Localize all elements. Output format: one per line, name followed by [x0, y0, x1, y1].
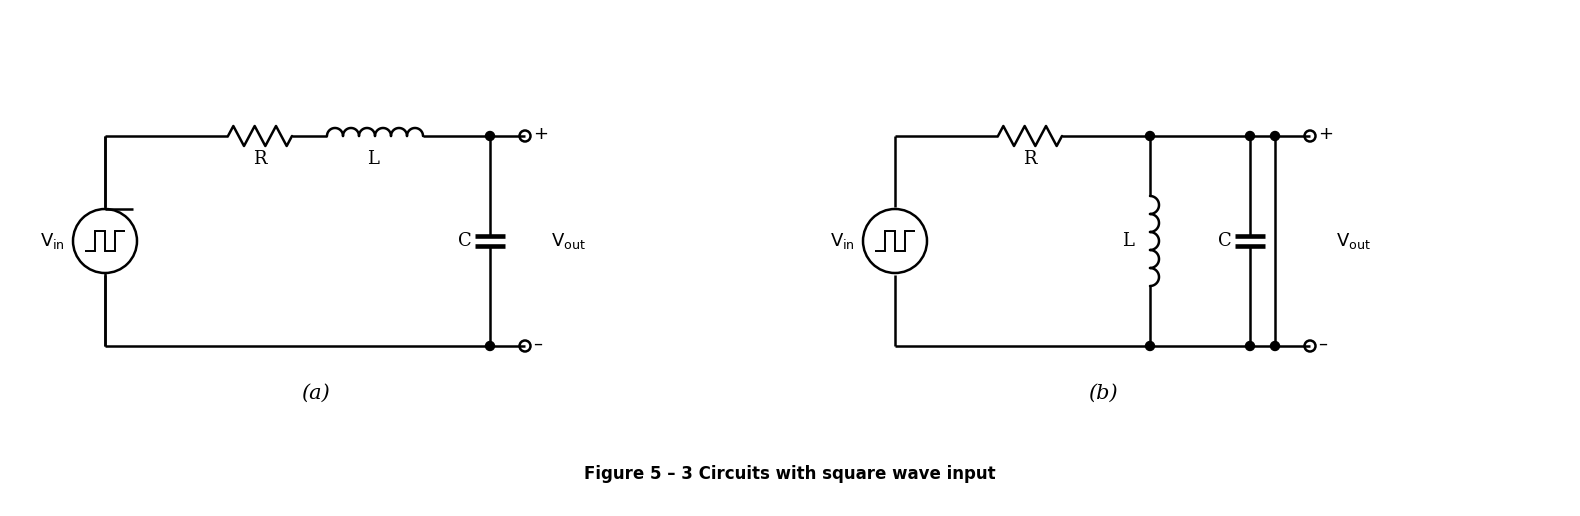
Text: (a): (a): [300, 384, 329, 403]
Text: V$_{\mathrm{in}}$: V$_{\mathrm{in}}$: [830, 231, 855, 251]
Circle shape: [485, 342, 495, 350]
Text: Figure 5 – 3 Circuits with square wave input: Figure 5 – 3 Circuits with square wave i…: [585, 465, 995, 483]
Text: L: L: [367, 150, 379, 168]
Text: R: R: [1024, 150, 1036, 168]
Text: +: +: [1318, 125, 1334, 143]
Text: (b): (b): [1087, 384, 1117, 403]
Text: +: +: [532, 125, 548, 143]
Text: V$_{\mathrm{out}}$: V$_{\mathrm{out}}$: [551, 231, 586, 251]
Circle shape: [1245, 342, 1255, 350]
Circle shape: [1146, 132, 1155, 140]
Text: –: –: [1318, 335, 1327, 353]
Circle shape: [1270, 342, 1280, 350]
Text: V$_{\mathrm{out}}$: V$_{\mathrm{out}}$: [1337, 231, 1371, 251]
Text: V$_{\mathrm{in}}$: V$_{\mathrm{in}}$: [40, 231, 65, 251]
Circle shape: [1245, 132, 1255, 140]
Text: L: L: [1122, 232, 1134, 250]
Text: C: C: [458, 232, 472, 250]
Circle shape: [485, 132, 495, 140]
Circle shape: [1146, 342, 1155, 350]
Text: R: R: [253, 150, 267, 168]
Text: C: C: [1218, 232, 1232, 250]
Text: –: –: [532, 335, 542, 353]
Circle shape: [1270, 132, 1280, 140]
